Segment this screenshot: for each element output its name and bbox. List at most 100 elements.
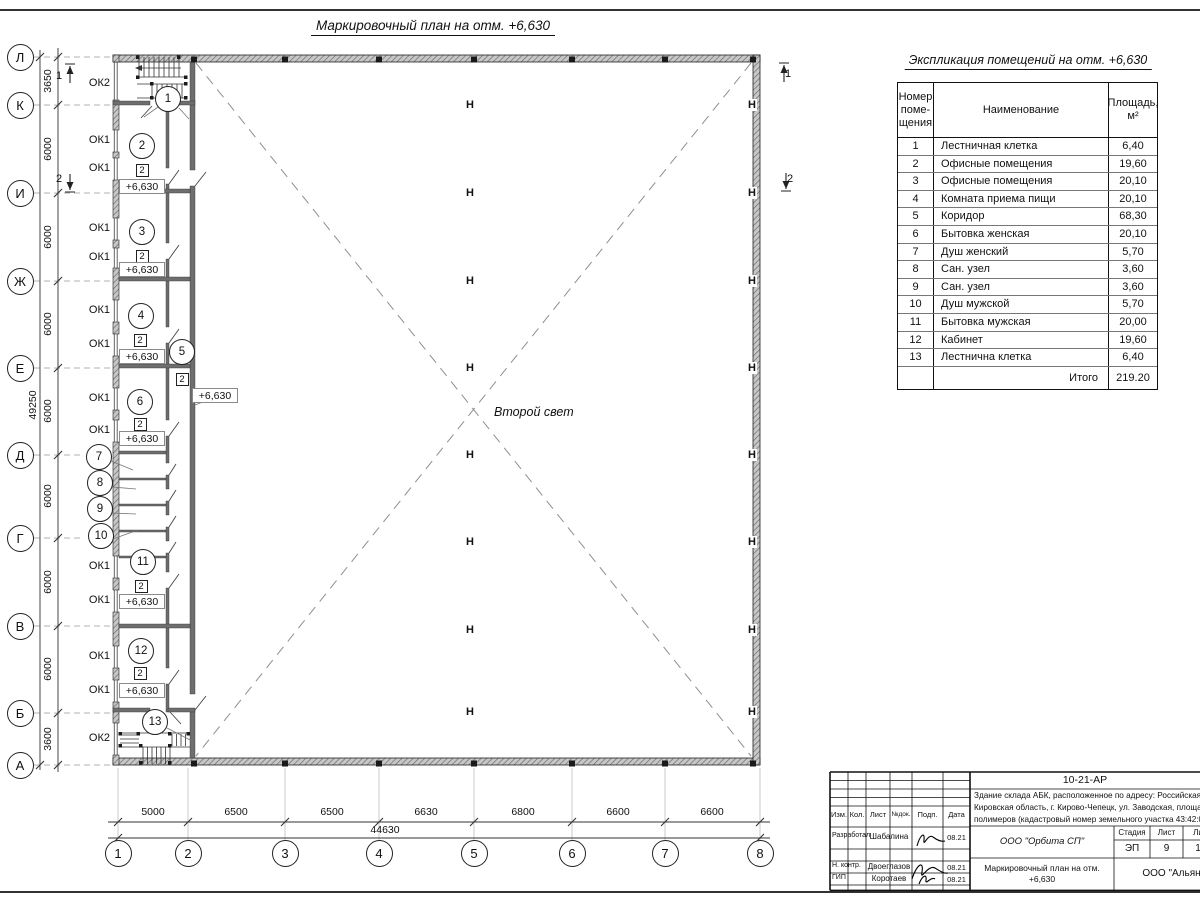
second-light-label: Второй свет	[494, 405, 574, 419]
legend-room-area: 20,10	[1119, 228, 1147, 241]
level-mark: +6,630	[192, 387, 238, 403]
tb-sheets-label: Ли	[1193, 828, 1200, 837]
legend-total-spacer	[898, 366, 934, 389]
column-mark: Н	[747, 99, 757, 111]
legend-room-number: 13	[898, 349, 934, 366]
column-stubs	[191, 56, 756, 767]
legend-room-name: Душ мужской	[934, 296, 1109, 314]
legend-room-number: 3	[898, 173, 934, 190]
axis-col-bubble: 5	[460, 839, 488, 867]
room-number-bubble: 9	[87, 496, 113, 522]
legend-room-area: 5,70	[1122, 245, 1144, 258]
stair-bottom-newels	[118, 732, 190, 765]
dimension-total: 49250	[27, 390, 39, 420]
legend-room-name: Душ женский	[934, 243, 1109, 261]
legend-header-row: Номер поме- щения Наименование Площадь, …	[898, 83, 1157, 138]
dimension-value: 6000	[42, 399, 54, 423]
legend-row: 6 Бытовка женская 20,10	[898, 226, 1157, 244]
title-block-grid	[829, 771, 1200, 892]
axis-dashes	[34, 56, 112, 766]
room-number-bubble: 3	[129, 219, 155, 245]
tb-role-developer: Разработал	[832, 832, 871, 839]
legend-room-name: Коридор	[934, 208, 1109, 226]
window-mark-label: ОК1	[88, 222, 110, 234]
column-mark: Н	[465, 99, 475, 111]
column-mark: Н	[747, 362, 757, 374]
tb-name-ncontrol: Двоеглазов	[867, 862, 911, 871]
tb-sheet-value: 9	[1163, 843, 1170, 854]
bottom-extensions	[117, 768, 761, 840]
window-mark-label: ОК2	[88, 732, 110, 744]
level-mark: +6,630	[119, 348, 165, 364]
legend-room-area: 20,10	[1119, 175, 1147, 188]
window-mark-label: ОК2	[88, 77, 110, 89]
drawing-title: Маркировочный план на отм. +6,630	[310, 18, 556, 36]
tb-sheet-label: Лист	[1157, 828, 1176, 837]
tb-project-line1: Здание склада АБК, расположенное по адре…	[974, 791, 1200, 800]
tb-project-line3: полимеров (кадастровый номер земельного …	[974, 815, 1200, 824]
legend-header-name: Наименование	[934, 83, 1109, 137]
dimension-value: 6500	[320, 806, 344, 818]
column-mark: Н	[465, 536, 475, 548]
section-mark-number: 2	[787, 173, 794, 185]
dimension-value: 6600	[700, 806, 724, 818]
tb-sheets-value: 1	[1195, 843, 1200, 854]
level-mark: +6,630	[119, 593, 165, 609]
tb-doc-number: 10-21-АР	[1062, 774, 1108, 786]
axis-row-bubble: Ж	[6, 267, 34, 295]
tb-role-gip: ГИП	[832, 874, 846, 881]
dimension-value: 6630	[414, 806, 438, 818]
legend-room-area: 3,60	[1122, 263, 1144, 276]
column-mark: Н	[465, 362, 475, 374]
column-mark: Н	[747, 187, 757, 199]
dimension-value: 6600	[606, 806, 630, 818]
axis-row-bubble: Л	[6, 43, 34, 71]
legend-room-number: 10	[898, 296, 934, 314]
legend-row: 2 Офисные помещения 19,60	[898, 155, 1157, 174]
legend-room-area: 6,40	[1122, 351, 1144, 364]
column-mark: Н	[465, 449, 475, 461]
axis-col-bubble: 7	[651, 839, 679, 867]
tb-col-izm: Изм.	[830, 810, 848, 819]
axis-row-bubble: К	[6, 91, 34, 119]
dimension-value: 6000	[42, 137, 54, 161]
room-number-bubble: 7	[86, 444, 112, 470]
legend-room-number: 7	[898, 243, 934, 261]
legend-room-number: 1	[898, 138, 934, 155]
legend-room-area: 20,00	[1119, 316, 1147, 329]
axis-row-bubble: В	[6, 612, 34, 640]
level-mark: +6,630	[119, 682, 165, 698]
legend-row: 3 Офисные помещения 20,10	[898, 173, 1157, 191]
legend-room-number: 9	[898, 278, 934, 296]
sheet-frame	[0, 9, 1200, 893]
dimension-value: 6000	[42, 225, 54, 249]
legend-row: 10 Душ мужской 5,70	[898, 296, 1157, 315]
legend-room-number: 2	[898, 155, 934, 173]
legend-room-area: 19,60	[1119, 157, 1147, 170]
tb-date-gip: 08.21	[947, 875, 966, 884]
leader-lines	[110, 106, 214, 743]
bottom-dim-lines	[108, 821, 770, 839]
legend-row: 1 Лестничная клетка 6,40	[898, 138, 1157, 156]
legend-rows: 1 Лестничная клетка 6,40 2 Офисные помещения…	[898, 138, 1157, 367]
legend-room-number: 5	[898, 208, 934, 226]
dimension-value: 3650	[42, 69, 54, 93]
window-mark-label: ОК1	[88, 162, 110, 174]
dimension-total: 44630	[370, 824, 400, 836]
level-mark: +6,630	[119, 430, 165, 446]
room-number-bubble: 6	[127, 389, 153, 415]
legend-row: 8 Сан. узел 3,60	[898, 261, 1157, 279]
legend-row: 12 Кабинет 19,60	[898, 331, 1157, 350]
axis-col-bubble: 4	[365, 839, 393, 867]
bottom-dim-ticks	[113, 817, 765, 843]
window-mark-label: ОК1	[88, 392, 110, 404]
room-legend-table: Номер поме- щения Наименование Площадь, …	[897, 82, 1158, 390]
outer-walls	[112, 54, 761, 766]
dimension-value: 3600	[42, 727, 54, 751]
door-mark: 2	[133, 417, 147, 431]
dimension-value: 6000	[42, 657, 54, 681]
column-mark: Н	[747, 449, 757, 461]
room-number-bubble: 4	[128, 303, 154, 329]
legend-room-name: Комната приема пищи	[934, 190, 1109, 208]
tb-sheet-title: Маркировочный план на отм. +6,630	[984, 863, 1100, 884]
